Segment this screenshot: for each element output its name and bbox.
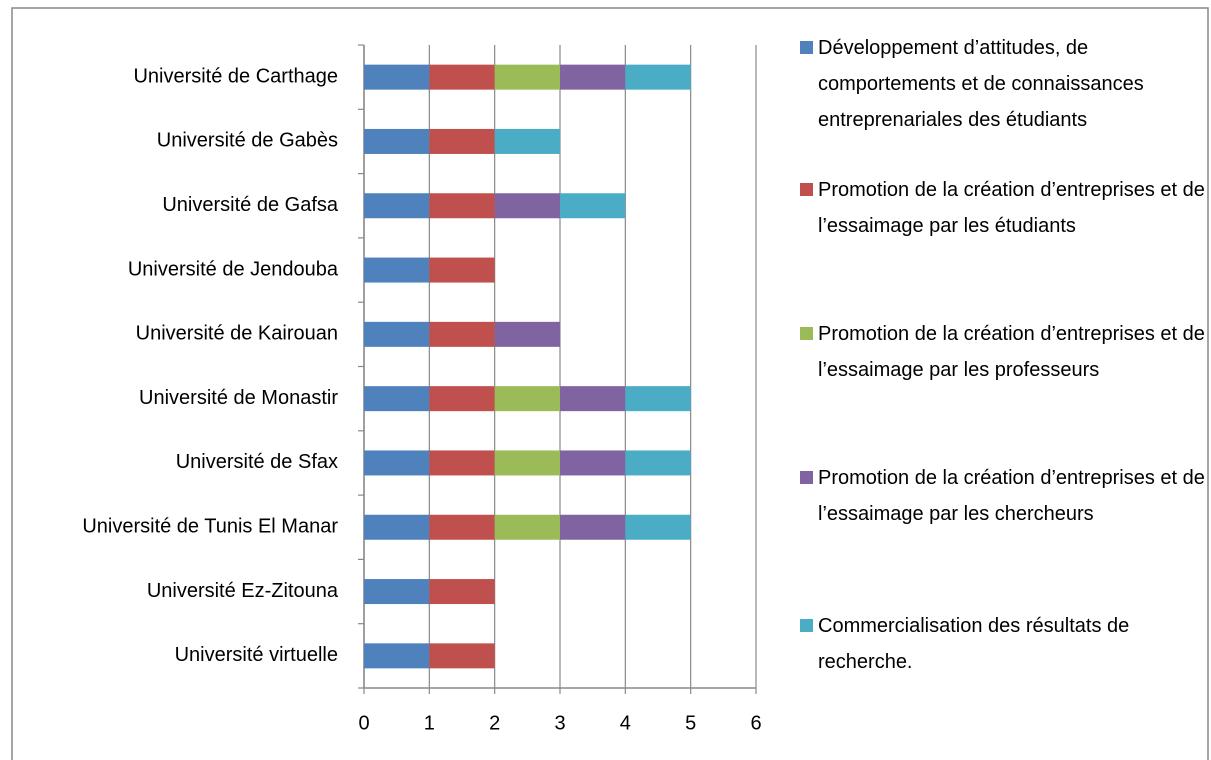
bar-segment: [429, 450, 495, 476]
y-tick-label: Université de Tunis El Manar: [82, 516, 338, 538]
bar-segment: [364, 514, 430, 540]
bar-segment: [364, 643, 430, 669]
bar-segment: [429, 514, 495, 540]
legend-label: Promotion de la création d’entreprises e…: [818, 323, 1205, 381]
legend-label: Promotion de la création d’entreprises e…: [818, 179, 1205, 237]
y-tick-label: Université de Gabès: [157, 130, 338, 152]
legend-swatch: [800, 183, 813, 196]
bar-segment: [560, 193, 626, 219]
x-tick-label: 4: [620, 712, 631, 734]
bar-segment: [625, 450, 691, 476]
bar-segment: [494, 321, 560, 347]
y-tick-label: Université de Kairouan: [136, 323, 338, 345]
bar-segment: [429, 128, 495, 154]
bar-segment: [364, 386, 430, 412]
bar-segment: [429, 579, 495, 605]
bar-segment: [364, 579, 430, 605]
x-tick-label: 6: [750, 712, 761, 734]
legend-swatch: [800, 619, 813, 632]
bar-segment: [494, 386, 560, 412]
bar-segment: [429, 257, 495, 283]
legend-item: Promotion de la création d’entreprises e…: [800, 172, 1205, 244]
bar-segment: [364, 450, 430, 476]
bar-segment: [429, 64, 495, 90]
legend-item: Promotion de la création d’entreprises e…: [800, 316, 1205, 388]
bar-segment: [364, 257, 430, 283]
legend-swatch: [800, 41, 813, 54]
bar-segment: [429, 193, 495, 219]
legend-label: Commercialisation des résultats de reche…: [818, 615, 1130, 673]
y-tick-label: Université de Sfax: [176, 451, 338, 473]
bar-segment: [625, 514, 691, 540]
bar-segment: [625, 64, 691, 90]
y-tick-label: Université de Gafsa: [162, 194, 339, 216]
x-tick-label: 5: [685, 712, 696, 734]
bar-segment: [364, 64, 430, 90]
legend-swatch: [800, 327, 813, 340]
x-tick-label: 1: [424, 712, 435, 734]
y-tick-label: Université Ez-Zitouna: [147, 580, 339, 602]
bar-segment: [494, 514, 560, 540]
bar-segment: [494, 128, 560, 154]
x-tick-label: 2: [489, 712, 500, 734]
legend-item: Développement d’attitudes, de comporteme…: [800, 30, 1205, 138]
bar-segment: [494, 193, 560, 219]
legend-swatch: [800, 471, 813, 484]
bar-segment: [560, 64, 626, 90]
bar-segment: [364, 128, 430, 154]
bar-segment: [625, 386, 691, 412]
bar-segment: [494, 64, 560, 90]
y-tick-label: Université de Jendouba: [128, 258, 339, 280]
x-tick-label: 3: [554, 712, 565, 734]
bar-segment: [429, 321, 495, 347]
x-tick-label: 0: [358, 712, 369, 734]
bar-segment: [494, 450, 560, 476]
bar-segment: [364, 193, 430, 219]
y-tick-label: Université de Carthage: [133, 65, 338, 87]
bar-segment: [429, 643, 495, 669]
legend-item: Commercialisation des résultats de reche…: [800, 608, 1205, 680]
y-tick-label: Université de Monastir: [139, 387, 338, 409]
bar-segment: [560, 386, 626, 412]
legend-item: Promotion de la création d’entreprises e…: [800, 460, 1205, 532]
bar-segment: [364, 321, 430, 347]
y-tick-label: Université virtuelle: [175, 644, 338, 666]
bar-segment: [560, 514, 626, 540]
bar-segment: [560, 450, 626, 476]
chart-frame: [11, 7, 1209, 760]
bar-segment: [429, 386, 495, 412]
legend-label: Développement d’attitudes, de comporteme…: [818, 37, 1144, 131]
legend-label: Promotion de la création d’entreprises e…: [818, 467, 1205, 525]
